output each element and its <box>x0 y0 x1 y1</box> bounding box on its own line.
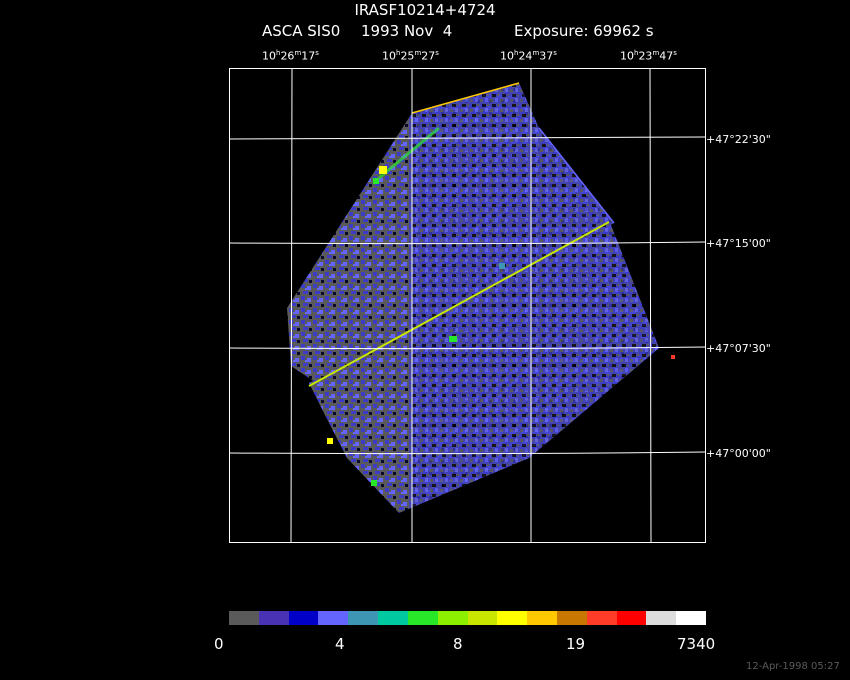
x-ray-image <box>229 68 706 543</box>
hot-pixel <box>499 263 505 269</box>
ra-tick-label: 10h25m27s <box>382 49 439 63</box>
colorbar-label: 0 <box>214 635 224 653</box>
image-title: IRASF10214+4724 <box>354 1 496 19</box>
ra-tick-label: 10h23m47s <box>620 49 677 63</box>
hot-pixel <box>371 480 377 486</box>
colorbar-label: 19 <box>566 635 586 653</box>
bright-streak <box>378 126 440 180</box>
exposure-label: Exposure: 69962 s <box>514 22 654 40</box>
hot-pixel <box>327 438 333 444</box>
colorbar-swatch <box>556 611 587 625</box>
color-scale-bar <box>229 611 706 625</box>
bright-streak <box>308 221 610 387</box>
colorbar-swatch <box>646 611 677 625</box>
colorbar-swatch <box>616 611 647 625</box>
coordinate-grid <box>229 68 706 543</box>
colorbar-label: 4 <box>335 635 345 653</box>
instrument-label: ASCA SIS0 <box>262 22 341 40</box>
hot-pixel <box>671 355 675 359</box>
hot-pixel <box>449 336 457 342</box>
hot-pixel <box>379 166 387 174</box>
ra-tick-label: 10h26m17s <box>262 49 319 63</box>
colorbar-swatch <box>676 611 706 625</box>
generation-timestamp: 12-Apr-1998 05:27 <box>746 661 840 672</box>
bright-streak <box>411 82 520 114</box>
observation-date: 1993 Nov 4 <box>361 22 453 40</box>
colorbar-swatch <box>288 611 319 625</box>
colorbar-swatch <box>258 611 289 625</box>
dec-tick-label: +47°22'30" <box>706 133 771 146</box>
image-border <box>229 68 706 543</box>
colorbar-label: 8 <box>453 635 463 653</box>
colorbar-swatch <box>229 611 259 625</box>
colorbar-swatch <box>586 611 617 625</box>
colorbar-label: 7340 <box>677 635 716 653</box>
colorbar-swatch <box>348 611 379 625</box>
hot-pixel <box>373 178 379 184</box>
colorbar-swatch <box>527 611 557 625</box>
colorbar-swatch <box>437 611 468 625</box>
colorbar-swatch <box>318 611 349 625</box>
ra-tick-label: 10h24m37s <box>500 49 557 63</box>
dec-tick-label: +47°15'00" <box>706 237 771 250</box>
colorbar-swatch <box>407 611 438 625</box>
bright-streak <box>538 127 615 224</box>
colorbar-swatch <box>467 611 498 625</box>
colorbar-swatch <box>497 611 528 625</box>
dec-tick-label: +47°07'30" <box>706 342 771 355</box>
colorbar-swatch <box>378 611 408 625</box>
dec-tick-label: +47°00'00" <box>706 447 771 460</box>
